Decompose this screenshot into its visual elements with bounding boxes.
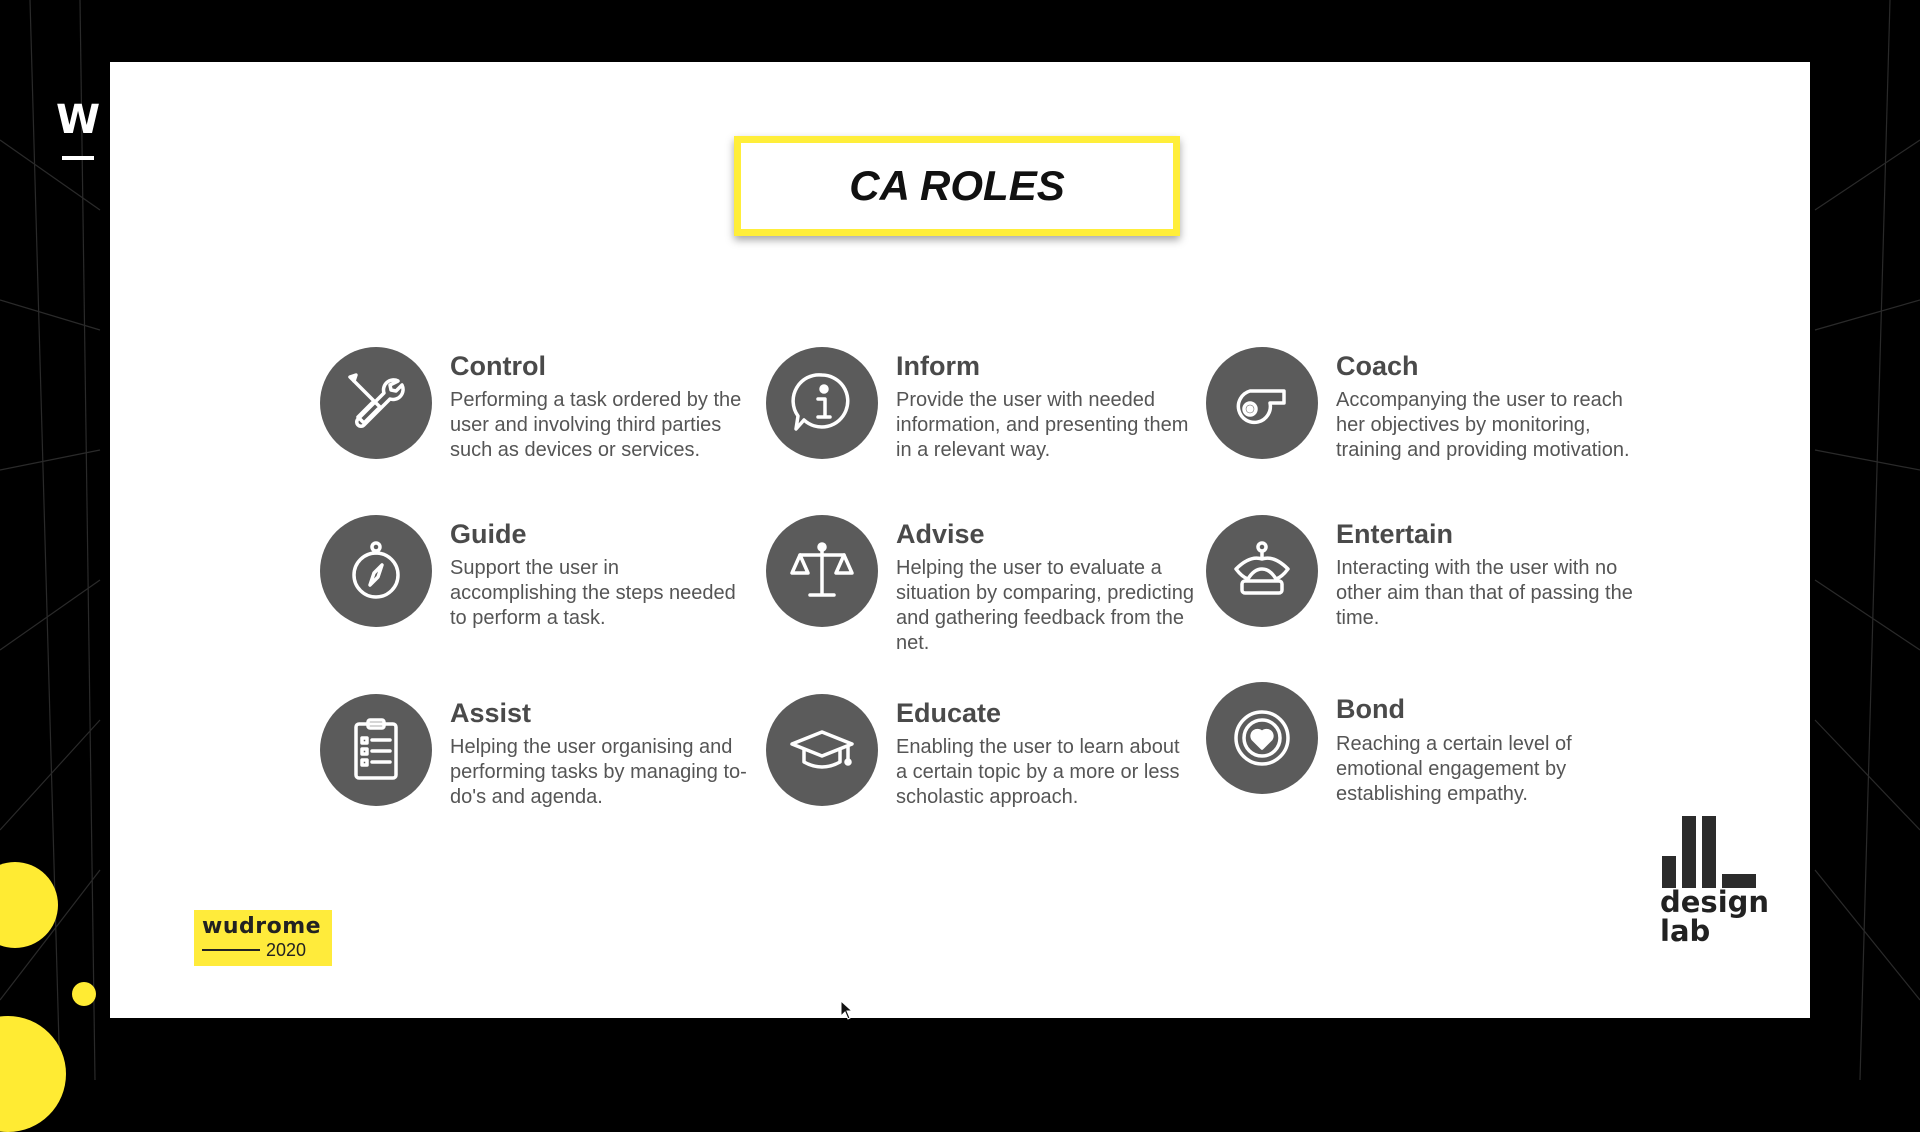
design-lab-line2: lab	[1660, 914, 1711, 948]
role-title: Educate	[896, 698, 1002, 728]
design-lab-logo: design lab	[1648, 816, 1769, 956]
role-title: Control	[450, 351, 546, 381]
role-title: Inform	[896, 351, 980, 381]
role-title: Entertain	[1336, 519, 1454, 549]
side-logo: W	[56, 97, 101, 143]
decor-circle-large	[0, 862, 58, 948]
role-description: Provide the user with needed information…	[896, 389, 1189, 461]
heart-circle-icon	[1206, 682, 1318, 794]
wudrome-divider	[202, 949, 260, 951]
compass-icon	[320, 515, 432, 627]
whistle-icon	[1206, 347, 1318, 459]
role-title: Bond	[1336, 694, 1405, 724]
scales-icon	[766, 515, 878, 627]
info-bubble-icon	[766, 347, 878, 459]
clipboard-checklist-icon	[320, 694, 432, 806]
role-description: Helping the user to evaluate a situation…	[896, 557, 1194, 654]
slide-title: CA ROLES	[849, 162, 1065, 209]
graduation-cap-icon	[766, 694, 878, 806]
mouse-cursor-icon	[840, 1000, 854, 1020]
role-title: Advise	[896, 519, 985, 549]
role-description: Reaching a certain level of emotional en…	[1336, 733, 1572, 805]
role-description: Interacting with the user with no other …	[1336, 557, 1633, 629]
role-title: Assist	[450, 698, 532, 728]
wrench-screwdriver-icon	[320, 347, 432, 459]
side-logo-underline	[62, 156, 94, 160]
wudrome-year: 2020	[266, 940, 307, 960]
jester-hat-icon	[1206, 515, 1318, 627]
presentation-slide: CA ROLES Control Performing a task order…	[110, 62, 1810, 1018]
title-box: CA ROLES	[734, 136, 1180, 236]
role-description: Enabling the user to learn about a certa…	[896, 736, 1180, 808]
role-description: Helping the user organising and performi…	[450, 736, 747, 808]
role-description: Performing a task ordered by the user an…	[450, 389, 742, 461]
design-lab-bars-icon	[1662, 816, 1762, 888]
wudrome-name: wudrome	[202, 914, 322, 939]
decor-circle-small	[72, 982, 96, 1006]
role-title: Coach	[1336, 351, 1419, 381]
design-lab-line1: design	[1660, 885, 1770, 919]
role-description: Support the user in accomplishing the st…	[450, 557, 736, 629]
role-title: Guide	[450, 519, 527, 549]
role-description: Accompanying the user to reach her objec…	[1336, 389, 1630, 461]
decor-circle-bottom	[0, 1016, 66, 1132]
wudrome-logo: wudrome 2020	[194, 910, 332, 966]
